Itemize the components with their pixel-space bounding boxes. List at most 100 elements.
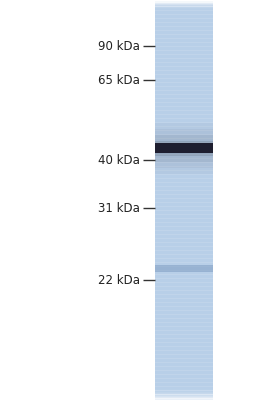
Bar bbox=[155, 203, 213, 205]
Bar bbox=[155, 121, 213, 124]
Bar bbox=[155, 67, 213, 69]
Bar bbox=[155, 188, 213, 190]
Bar bbox=[155, 288, 213, 290]
Bar bbox=[155, 168, 213, 170]
Bar bbox=[155, 353, 213, 356]
Bar bbox=[155, 48, 213, 50]
Bar bbox=[155, 291, 213, 293]
Bar bbox=[155, 363, 213, 365]
Bar bbox=[155, 29, 213, 32]
Bar bbox=[155, 139, 213, 141]
Bar bbox=[155, 313, 213, 316]
Bar bbox=[155, 351, 213, 353]
Bar bbox=[155, 180, 213, 182]
Bar bbox=[155, 107, 213, 109]
Bar bbox=[155, 140, 213, 142]
Bar bbox=[155, 327, 213, 329]
Text: 40 kDa: 40 kDa bbox=[98, 154, 140, 166]
Bar bbox=[155, 385, 213, 388]
Bar bbox=[155, 281, 213, 284]
Bar bbox=[155, 131, 213, 133]
Bar bbox=[155, 109, 213, 112]
Bar bbox=[155, 231, 213, 233]
Bar bbox=[155, 316, 213, 318]
Bar bbox=[155, 233, 213, 236]
Bar bbox=[155, 84, 213, 86]
Bar bbox=[155, 75, 213, 77]
Bar bbox=[155, 16, 213, 18]
Bar bbox=[155, 371, 213, 373]
Bar bbox=[155, 111, 213, 113]
Bar bbox=[155, 208, 213, 210]
Bar bbox=[155, 267, 213, 269]
Bar bbox=[155, 175, 213, 177]
Bar bbox=[155, 160, 213, 162]
Bar bbox=[155, 113, 213, 116]
Bar bbox=[155, 65, 213, 68]
Bar bbox=[155, 80, 213, 82]
Bar bbox=[155, 225, 213, 228]
Bar bbox=[155, 95, 213, 97]
Bar bbox=[155, 357, 213, 360]
Bar bbox=[155, 205, 213, 208]
Bar bbox=[155, 161, 213, 164]
Bar bbox=[155, 320, 213, 322]
Bar bbox=[155, 39, 213, 41]
Bar bbox=[155, 373, 213, 376]
Bar bbox=[155, 249, 213, 252]
Bar bbox=[155, 303, 213, 305]
Bar bbox=[155, 0, 213, 2]
Bar bbox=[155, 5, 213, 8]
Bar bbox=[155, 197, 213, 200]
Bar bbox=[155, 119, 213, 121]
Bar bbox=[155, 55, 213, 57]
Bar bbox=[155, 151, 213, 153]
Bar bbox=[155, 379, 213, 381]
Bar bbox=[155, 300, 213, 302]
Bar bbox=[155, 264, 213, 272]
Bar bbox=[155, 364, 213, 366]
Bar bbox=[155, 52, 213, 54]
Bar bbox=[155, 51, 213, 53]
Bar bbox=[155, 155, 213, 157]
Bar bbox=[155, 388, 213, 390]
Bar bbox=[155, 356, 213, 358]
Bar bbox=[155, 27, 213, 29]
Bar bbox=[155, 276, 213, 278]
Bar bbox=[155, 169, 213, 172]
Bar bbox=[155, 265, 213, 268]
Bar bbox=[155, 112, 213, 114]
Bar bbox=[155, 61, 213, 64]
Bar bbox=[155, 204, 213, 206]
Bar bbox=[155, 93, 213, 96]
Bar bbox=[155, 147, 213, 149]
Bar bbox=[155, 336, 213, 338]
Bar bbox=[155, 229, 213, 232]
Bar bbox=[155, 236, 213, 238]
Bar bbox=[155, 96, 213, 98]
Bar bbox=[155, 367, 213, 369]
Bar bbox=[155, 165, 213, 168]
Bar bbox=[155, 32, 213, 34]
Bar bbox=[155, 329, 213, 332]
Bar bbox=[155, 328, 213, 330]
Bar bbox=[155, 296, 213, 298]
Bar bbox=[155, 81, 213, 84]
Bar bbox=[155, 132, 213, 134]
Bar bbox=[155, 57, 213, 60]
Bar bbox=[155, 77, 213, 80]
Bar bbox=[155, 292, 213, 294]
Bar bbox=[155, 125, 213, 128]
Bar bbox=[155, 380, 213, 382]
Bar bbox=[155, 297, 213, 300]
Bar bbox=[155, 79, 213, 81]
Bar bbox=[155, 156, 213, 158]
Bar bbox=[155, 289, 213, 292]
Bar bbox=[155, 395, 213, 397]
Bar bbox=[155, 317, 213, 320]
Bar bbox=[155, 253, 213, 256]
Bar bbox=[155, 247, 213, 249]
Bar bbox=[155, 21, 213, 24]
Bar bbox=[155, 137, 213, 140]
Bar bbox=[155, 91, 213, 93]
